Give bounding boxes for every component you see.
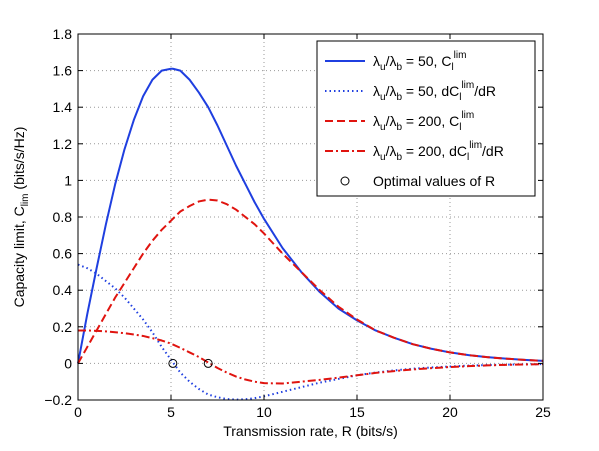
legend-box: [316, 40, 536, 197]
series-line-2: [77, 263, 544, 401]
legend-label-part: u: [380, 92, 386, 103]
x-axis-label: Transmission rate, R (bits/s): [223, 423, 398, 439]
legend-label-part: = 50, C: [402, 53, 451, 69]
legend-label-part: /dR: [482, 143, 504, 159]
series-line-3: [77, 198, 544, 364]
y-tick-label: 0.8: [53, 209, 73, 225]
legend-label-2: λu/λb = 50, dCllim/dR: [373, 80, 496, 103]
legend-label-part: lim: [469, 140, 482, 151]
optimal-point: [168, 358, 178, 368]
legend-label-part: /dR: [474, 83, 496, 99]
legend-label-part: = 200, C: [402, 113, 459, 129]
y-axis-label: Capacity limit, Clim (bits/s/Hz): [11, 127, 31, 308]
axis-ticks: [77, 33, 544, 401]
legend-label-part: u: [380, 62, 386, 73]
y-tick-label: 1.8: [53, 26, 73, 42]
legend-label-part: /λ: [386, 53, 397, 69]
legend-sample-marker: [340, 176, 350, 186]
x-tick-label: 15: [349, 404, 365, 420]
x-tick-label: 10: [256, 404, 272, 420]
y-tick-label: 1.4: [53, 99, 73, 115]
series-line-4: [78, 329, 544, 385]
y-axis-label-unit: (bits/s/Hz): [11, 127, 27, 194]
x-tick-label: 20: [442, 404, 458, 420]
legend-label-part: lim: [454, 50, 467, 61]
legend-label-part: u: [380, 152, 386, 163]
legend-label-part: λ: [373, 113, 380, 129]
legend-label-part: lim: [461, 80, 474, 91]
y-tick-labels: −0.2 0 0.2 0.4 0.6 0.8 1 1.2 1.4 1.6 1.8: [44, 26, 72, 408]
optimal-markers: [168, 358, 213, 368]
legend-label-part: l: [451, 62, 453, 73]
y-axis-label-sub: lim: [20, 193, 31, 206]
legend-label-part: /λ: [386, 143, 397, 159]
series-lines: [77, 67, 544, 401]
series-line-1: [77, 67, 544, 364]
legend-label-part: λ: [373, 83, 380, 99]
legend-label-part: λ: [373, 53, 380, 69]
x-tick-labels: 0 5 10 15 20 25: [74, 404, 551, 420]
legend-label-part: = 200, dC: [402, 143, 467, 159]
x-tick-label: 0: [74, 404, 82, 420]
legend-label-part: = 50, dC: [402, 83, 459, 99]
legend-label-part: b: [396, 92, 402, 103]
legend-label-part: b: [396, 122, 402, 133]
x-tick-label: 5: [167, 404, 175, 420]
optimal-point: [203, 358, 213, 368]
legend-label-part: l: [459, 92, 461, 103]
y-tick-label: 0.4: [53, 282, 73, 298]
y-axis-label-main: Capacity limit, C: [11, 206, 27, 307]
y-tick-label: 1.6: [53, 63, 73, 79]
x-tick-label: 25: [535, 404, 551, 420]
legend-label-optimal: Optimal values of R: [373, 173, 495, 189]
legend-label-4: λu/λb = 200, dCllim/dR: [373, 140, 504, 163]
y-tick-label: 0.6: [53, 246, 73, 262]
y-tick-label: −0.2: [44, 392, 72, 408]
legend-label-3: λu/λb = 200, Cllim: [373, 110, 474, 133]
legend-label-part: u: [380, 122, 386, 133]
legend-label-part: /λ: [386, 83, 397, 99]
legend-label-part: lim: [461, 110, 474, 121]
legend-label-part: /λ: [386, 113, 397, 129]
y-tick-label: 0: [64, 355, 72, 371]
legend-label-part: λ: [373, 143, 380, 159]
y-tick-label: 0.2: [53, 319, 73, 335]
y-tick-label: 1.2: [53, 136, 73, 152]
y-tick-label: 1: [64, 172, 72, 188]
legend-label-part: l: [459, 122, 461, 133]
legend-label-part: b: [396, 62, 402, 73]
legend-label-part: b: [396, 152, 402, 163]
legend-label-part: l: [467, 152, 469, 163]
legend-label-1: λu/λb = 50, Cllim: [373, 50, 466, 73]
